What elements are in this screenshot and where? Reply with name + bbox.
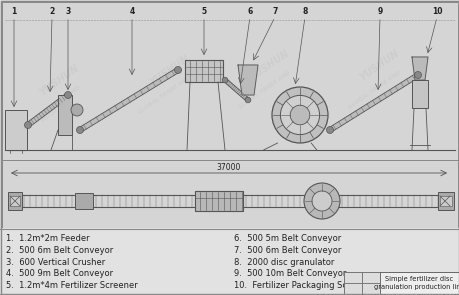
Text: 3: 3 xyxy=(65,6,71,16)
Text: 37000: 37000 xyxy=(216,163,241,172)
Bar xyxy=(8,192,22,210)
Bar xyxy=(195,191,242,211)
Bar xyxy=(343,272,361,283)
Text: 3.  600 Vertical Crusher: 3. 600 Vertical Crusher xyxy=(6,258,105,267)
Polygon shape xyxy=(411,57,427,80)
Circle shape xyxy=(64,91,71,99)
Text: Simple fertilizer disc
granulation production line: Simple fertilizer disc granulation produ… xyxy=(373,276,459,290)
Bar xyxy=(343,283,361,294)
Polygon shape xyxy=(237,65,257,95)
Circle shape xyxy=(290,105,309,125)
Text: 4: 4 xyxy=(129,6,134,16)
Text: 6.  500 5m Belt Conveyor: 6. 500 5m Belt Conveyor xyxy=(234,234,341,243)
Polygon shape xyxy=(78,68,179,132)
Bar xyxy=(0,228,459,295)
Bar xyxy=(361,272,379,283)
Bar xyxy=(361,283,379,294)
Circle shape xyxy=(24,122,31,129)
Circle shape xyxy=(76,127,84,134)
Text: GLOBAL TRADE AND: GLOBAL TRADE AND xyxy=(347,70,401,110)
Polygon shape xyxy=(223,78,249,101)
Polygon shape xyxy=(328,73,419,132)
Text: 10: 10 xyxy=(431,6,441,16)
Circle shape xyxy=(271,87,327,143)
Bar xyxy=(58,95,72,135)
Text: 5.  1.2m*4m Fertilizer Screener: 5. 1.2m*4m Fertilizer Screener xyxy=(6,281,137,290)
Text: 1: 1 xyxy=(11,6,17,16)
Bar xyxy=(5,110,27,150)
Circle shape xyxy=(245,97,250,103)
Text: 9.  500 10m Belt Conveyor: 9. 500 10m Belt Conveyor xyxy=(234,269,346,278)
Bar xyxy=(411,80,427,108)
Circle shape xyxy=(326,127,333,134)
Circle shape xyxy=(311,191,331,211)
Bar xyxy=(75,193,93,209)
Bar xyxy=(437,192,453,210)
Text: GLOBAL TRADE AND: GLOBAL TRADE AND xyxy=(238,70,291,110)
Text: GLOBAL TRADE AND: GLOBAL TRADE AND xyxy=(28,85,82,125)
Text: YUSHUN: YUSHUN xyxy=(148,53,191,87)
Text: 7.  500 6m Belt Conveyor: 7. 500 6m Belt Conveyor xyxy=(234,246,341,255)
Text: 4.  500 9m Belt Conveyor: 4. 500 9m Belt Conveyor xyxy=(6,269,113,278)
Text: 2.  500 6m Belt Conveyor: 2. 500 6m Belt Conveyor xyxy=(6,246,113,255)
Text: 7: 7 xyxy=(272,6,277,16)
Circle shape xyxy=(414,71,420,78)
Circle shape xyxy=(71,104,83,116)
Text: GLOBAL TRADE AND: GLOBAL TRADE AND xyxy=(138,75,191,115)
Text: 5: 5 xyxy=(201,6,206,16)
Text: INDUSTRY: INDUSTRY xyxy=(41,101,69,123)
Polygon shape xyxy=(27,93,69,127)
Circle shape xyxy=(303,183,339,219)
Circle shape xyxy=(280,95,319,135)
Bar xyxy=(439,196,451,206)
Text: YUSHUN: YUSHUN xyxy=(248,48,291,82)
Text: 6: 6 xyxy=(247,6,252,16)
Bar xyxy=(343,272,458,294)
Bar xyxy=(2,160,457,228)
Bar xyxy=(185,60,223,82)
Text: 10.  Fertilizer Packaging Scale: 10. Fertilizer Packaging Scale xyxy=(234,281,359,290)
Circle shape xyxy=(174,66,181,73)
Text: 8.  2000 disc granulator: 8. 2000 disc granulator xyxy=(234,258,334,267)
Text: 2: 2 xyxy=(49,6,55,16)
Text: 8: 8 xyxy=(302,6,307,16)
Text: YUSHUN: YUSHUN xyxy=(358,48,401,82)
Text: 1.  1.2m*2m Feeder: 1. 1.2m*2m Feeder xyxy=(6,234,90,243)
Bar xyxy=(2,2,457,160)
Circle shape xyxy=(222,77,227,83)
Bar xyxy=(10,196,20,206)
Text: YUSHUN: YUSHUN xyxy=(38,63,82,97)
Text: 9: 9 xyxy=(376,6,382,16)
